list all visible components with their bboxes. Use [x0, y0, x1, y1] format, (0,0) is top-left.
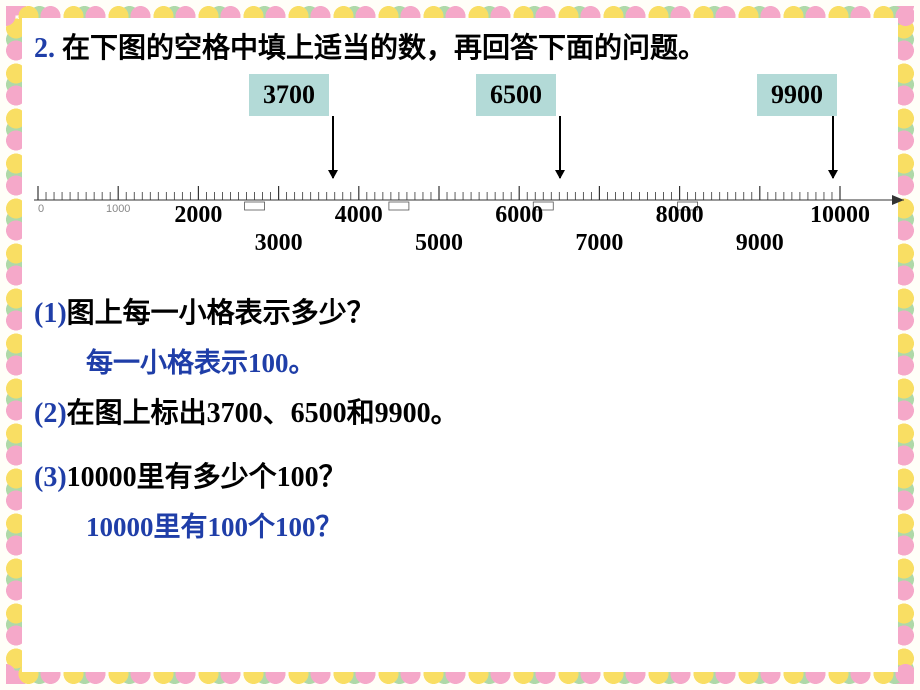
a1-pre: 每一小格表示: [86, 348, 248, 378]
question-title: 2. 在下图的空格中填上适当的数，再回答下面的问题。: [34, 28, 886, 70]
slide-content: 2. 在下图的空格中填上适当的数，再回答下面的问题。 3700 6500 990…: [22, 18, 898, 672]
axis-label: 6000: [495, 202, 543, 229]
a3-n3: 100: [275, 512, 316, 542]
q2-text: 在图上标出3700、6500和9900。: [67, 398, 459, 429]
a3-post: ？: [316, 512, 343, 542]
value-box-9900: 9900: [757, 74, 837, 116]
axis-label: 10000: [810, 202, 870, 229]
axis-label: 8000: [656, 202, 704, 229]
arrow-6500: [559, 116, 561, 178]
question-number: 2.: [34, 33, 55, 64]
sub-question-2: (2)在图上标出3700、6500和9900。: [34, 394, 886, 435]
a1-num: 100: [248, 348, 289, 378]
a1-post: 。: [289, 348, 316, 378]
sub-question-3: (3)10000里有多少个100？: [34, 458, 886, 499]
svg-text:1000: 1000: [106, 203, 130, 212]
value-box-3700: 3700: [249, 74, 329, 116]
axis-label: 2000: [174, 202, 222, 229]
a3-n2: 100: [208, 512, 249, 542]
answer-1: 每一小格表示100。: [86, 341, 886, 380]
arrow-9900: [832, 116, 834, 178]
arrow-3700: [332, 116, 334, 178]
q1-text: 图上每一小格表示多少？: [67, 298, 375, 329]
q2-label: (2): [34, 398, 67, 429]
a3-mid2: 个: [248, 512, 275, 542]
a3-mid: 里有: [154, 512, 208, 542]
axis-label: 5000: [415, 230, 463, 257]
value-box-6500: 6500: [476, 74, 556, 116]
axis-label: 9000: [736, 230, 784, 257]
q1-label: (1): [34, 298, 67, 329]
number-line-chart: 3700 6500 9900 0 1000 2000 4000 6000 8000 100…: [34, 74, 886, 264]
svg-text:0: 0: [38, 203, 44, 212]
axis-label: 4000: [335, 202, 383, 229]
a3-n1: 10000: [86, 512, 154, 542]
answer-3: 10000里有100个100？: [86, 505, 886, 544]
q3-label: (3): [34, 462, 67, 493]
number-line-axis: 0 1000: [34, 182, 904, 212]
axis-label: 3000: [255, 230, 303, 257]
question-text: 在下图的空格中填上适当的数，再回答下面的问题。: [55, 33, 706, 64]
axis-label: 7000: [575, 230, 623, 257]
q3-text: 10000里有多少个100？: [67, 462, 347, 493]
sub-question-1: (1)图上每一小格表示多少？: [34, 294, 886, 335]
